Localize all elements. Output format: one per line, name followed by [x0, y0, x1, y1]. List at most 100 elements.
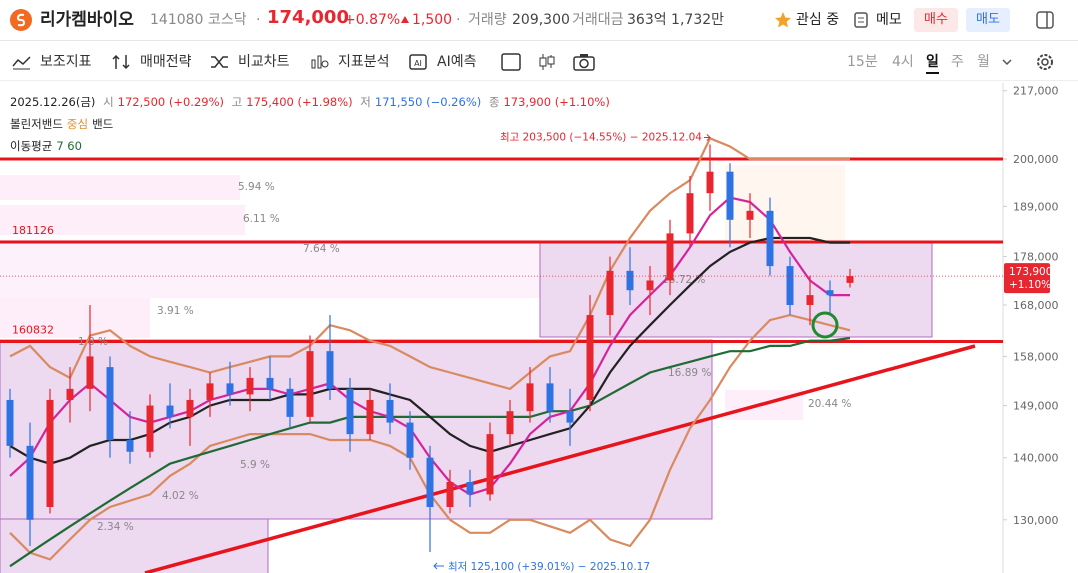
logo — [10, 9, 32, 31]
box-label: 6.11 % — [243, 213, 280, 225]
low-arrow — [433, 562, 444, 570]
period[interactable]: 월 — [977, 54, 990, 70]
chevron[interactable] — [1001, 57, 1013, 67]
tool[interactable]: 매매전략 — [140, 54, 192, 70]
candle-body — [106, 367, 114, 440]
candle-body — [826, 290, 834, 296]
range-box — [0, 518, 269, 573]
settings-icon[interactable] — [1035, 52, 1055, 72]
level-label: 181126 — [12, 224, 54, 237]
price-tag-change: +1.10% — [1009, 279, 1051, 291]
price-tag-value: 173,900 — [1009, 266, 1052, 278]
camera-icon[interactable] — [573, 53, 595, 71]
candle-body — [226, 383, 234, 395]
candle-body — [586, 315, 594, 400]
svg-text:AI: AI — [414, 59, 422, 68]
y-tick-label: 130,000 — [1013, 514, 1059, 527]
chart: 130,000 140,000 149,000 158,000 168,000 178,0… — [0, 83, 1059, 573]
date: 2025.12.26(금) — [10, 95, 96, 109]
candle-body — [746, 210, 754, 220]
candle-body — [426, 457, 434, 508]
stock-name: 리가켐바이오 — [40, 10, 134, 30]
candle-body — [266, 377, 274, 389]
y-tick-label: 189,000 — [1013, 200, 1059, 213]
tool-icon — [12, 56, 31, 70]
candle-body — [606, 270, 614, 316]
candle-body — [46, 399, 54, 508]
ohlc-info: 2025.12.26(금) 시 172,500 (+0.29%) 고 175,400… — [10, 94, 614, 110]
candle-body — [726, 171, 734, 220]
value: 7 60 — [56, 139, 82, 153]
price: 174,000 — [267, 7, 349, 28]
amount-label: 거래대금 — [572, 12, 624, 28]
label: 저 — [360, 95, 371, 109]
value: 172,500 (+0.29%) — [117, 95, 225, 109]
candle-body — [466, 482, 474, 495]
tool[interactable]: AI예측 — [437, 54, 477, 70]
profile-bar — [0, 175, 240, 200]
period-active[interactable]: 일 — [926, 52, 939, 74]
buy-button[interactable]: 매수 — [914, 8, 958, 32]
candle-body — [806, 295, 814, 306]
candle-body — [546, 383, 554, 412]
candle-body — [666, 233, 674, 281]
stock-code: 141080 — [150, 12, 204, 28]
period[interactable]: 주 — [951, 54, 964, 70]
dot: · — [256, 12, 261, 28]
candle-body — [526, 383, 534, 412]
panel-icon[interactable] — [1036, 11, 1054, 29]
memo-button[interactable]: 메모 — [876, 12, 902, 28]
value: 171,550 (−0.26%) — [374, 95, 482, 109]
tool-icon: AI — [409, 54, 427, 70]
box-label: 4.02 % — [162, 490, 199, 502]
y-tick-label: 149,000 — [1013, 400, 1059, 413]
dot: · — [456, 12, 461, 28]
box-label: 5.9 % — [240, 459, 270, 471]
watch-button[interactable]: 관심 중 — [796, 12, 840, 28]
change-pct: +0.87% — [344, 12, 401, 28]
candle-body — [506, 411, 514, 435]
tool[interactable]: 보조지표 — [40, 54, 92, 70]
range-box — [539, 241, 933, 338]
candle-body — [766, 210, 774, 267]
candle-body — [326, 351, 334, 389]
candle-body — [406, 422, 414, 458]
price-tag — [1004, 263, 1050, 294]
y-tick-label: 217,000 — [1013, 85, 1059, 98]
box-label: 16.89 % — [668, 367, 711, 379]
period[interactable]: 4시 — [892, 54, 914, 70]
volume: 209,300 — [512, 12, 570, 28]
candle-body — [126, 439, 134, 452]
profile-bar — [0, 298, 150, 338]
high-arrow — [704, 134, 711, 141]
candle-body — [26, 445, 34, 520]
sell-button[interactable]: 매도 — [966, 8, 1010, 32]
candle-body — [246, 377, 254, 395]
volume-label: 거래량 — [468, 12, 507, 28]
profile-bar — [725, 165, 845, 242]
high-note: 최고 203,500 (−14.55%) − 2025.12.04 — [500, 131, 702, 143]
memo-icon[interactable] — [853, 11, 869, 29]
tool-icon — [112, 54, 130, 70]
label: 종 — [488, 95, 500, 109]
candle-body — [686, 193, 694, 234]
star-icon[interactable] — [774, 11, 792, 29]
bollinger-info: 볼린저밴드 중심 밴드 — [10, 116, 117, 132]
box-icon[interactable] — [501, 53, 521, 71]
y-tick-label: 168,000 — [1013, 299, 1059, 312]
label: 이동평균 — [10, 139, 53, 153]
candle-icon[interactable] — [537, 53, 557, 71]
amount: 363억 1,732만 — [627, 12, 725, 28]
candle-body — [346, 388, 354, 435]
candle-body — [626, 270, 634, 291]
candle-body — [566, 411, 574, 423]
tool[interactable]: 비교차트 — [238, 54, 290, 70]
tool[interactable]: 지표분석 — [338, 54, 390, 70]
candle-body — [66, 388, 74, 400]
candle-body — [486, 434, 494, 495]
box-label: 20.44 % — [808, 398, 851, 410]
period[interactable]: 15분 — [847, 54, 878, 70]
label: 밴드 — [92, 117, 114, 131]
candle-body — [146, 405, 154, 452]
